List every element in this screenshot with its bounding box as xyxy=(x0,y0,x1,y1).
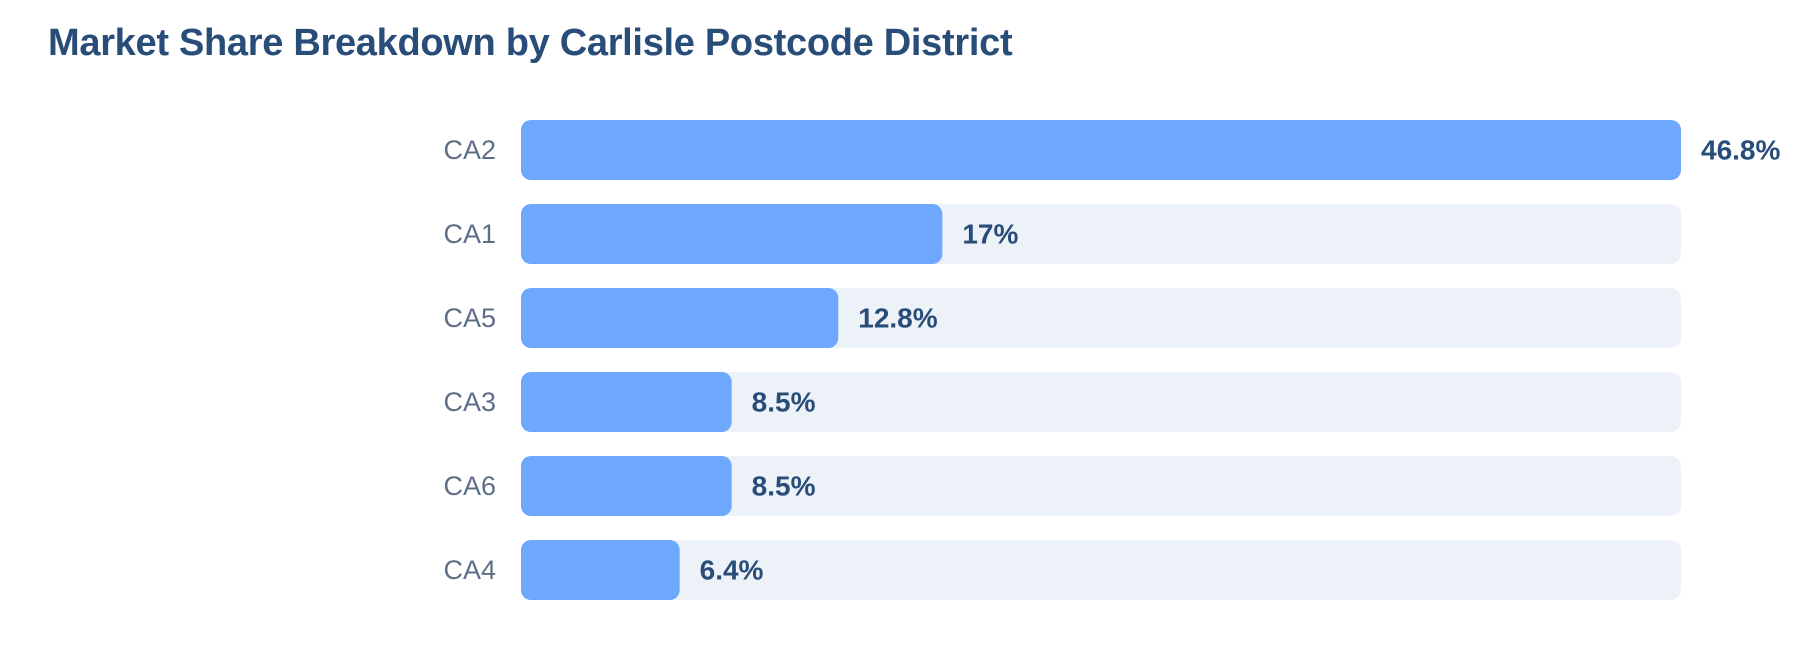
chart-title: Market Share Breakdown by Carlisle Postc… xyxy=(48,22,1013,64)
category-label: CA6 xyxy=(443,471,496,501)
bar-track xyxy=(521,456,1681,516)
bar-ca5 xyxy=(521,288,839,348)
value-label: 12.8% xyxy=(858,303,937,334)
bar-ca6 xyxy=(521,456,732,516)
value-label: 6.4% xyxy=(700,555,764,586)
value-label: 17% xyxy=(962,219,1018,250)
category-label: CA2 xyxy=(443,135,496,165)
category-label: CA1 xyxy=(443,219,496,249)
bar-ca2 xyxy=(521,120,1681,180)
bar-track xyxy=(521,540,1681,600)
category-label: CA4 xyxy=(443,555,496,585)
category-label: CA3 xyxy=(443,387,496,417)
bar-ca1 xyxy=(521,204,943,264)
bar-ca3 xyxy=(521,372,732,432)
bar-ca4 xyxy=(521,540,680,600)
value-label: 8.5% xyxy=(752,387,816,418)
value-label: 46.8% xyxy=(1701,135,1780,166)
category-label: CA5 xyxy=(443,303,496,333)
bar-track xyxy=(521,372,1681,432)
value-label: 8.5% xyxy=(752,471,816,502)
